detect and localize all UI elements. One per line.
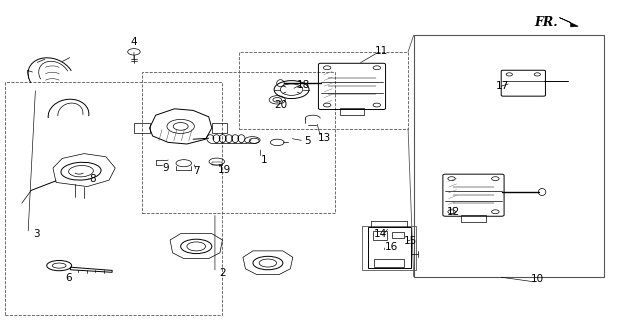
Text: 14: 14: [374, 228, 388, 239]
Text: 5: 5: [304, 136, 311, 146]
Bar: [5, 82, 222, 315]
Text: 13: 13: [318, 132, 331, 143]
Text: 16: 16: [384, 242, 397, 252]
Text: 17: 17: [496, 81, 509, 92]
Text: 8: 8: [89, 174, 95, 184]
Bar: [212, 123, 227, 133]
Bar: [340, 108, 364, 115]
Text: 15: 15: [404, 236, 417, 246]
Bar: [134, 123, 150, 133]
Text: 1: 1: [260, 155, 267, 165]
Bar: [142, 72, 335, 213]
Text: FR.: FR.: [535, 16, 558, 29]
Text: 9: 9: [163, 163, 169, 173]
Bar: [374, 259, 404, 267]
Bar: [368, 227, 411, 268]
Bar: [212, 162, 222, 165]
Text: 10: 10: [530, 274, 544, 284]
Text: 4: 4: [131, 36, 137, 47]
Text: 20: 20: [274, 100, 287, 110]
Text: 7: 7: [193, 166, 200, 176]
Polygon shape: [559, 18, 578, 27]
Bar: [373, 231, 387, 240]
Bar: [239, 52, 408, 129]
Text: 11: 11: [375, 46, 388, 56]
Text: 3: 3: [33, 228, 39, 239]
Text: 19: 19: [218, 165, 231, 175]
Text: 18: 18: [297, 80, 310, 90]
Bar: [414, 35, 604, 277]
Bar: [392, 232, 404, 238]
Text: 6: 6: [65, 273, 72, 283]
Bar: [362, 226, 416, 270]
Bar: [461, 215, 486, 222]
Text: 12: 12: [447, 207, 460, 217]
Text: 2: 2: [219, 268, 226, 278]
